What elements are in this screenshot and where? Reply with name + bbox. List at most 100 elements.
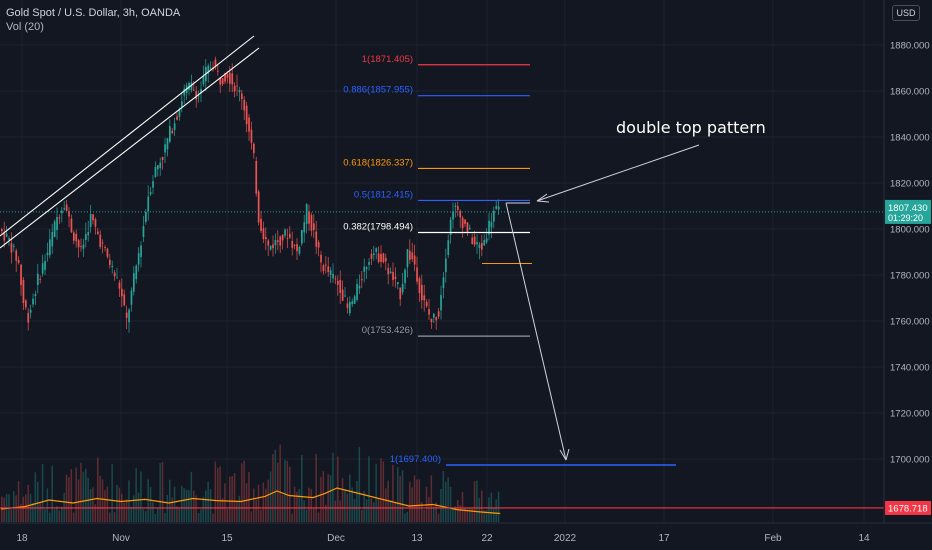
candle xyxy=(128,307,130,333)
volume-bar xyxy=(135,468,137,522)
candle xyxy=(65,199,68,212)
volume-bar xyxy=(466,508,469,522)
volume-bar xyxy=(3,497,5,522)
volume-bar xyxy=(380,458,382,522)
channel-line-lower[interactable] xyxy=(0,47,260,249)
volume-bar xyxy=(317,512,320,522)
candle xyxy=(404,267,406,290)
candle xyxy=(51,223,54,254)
candle xyxy=(411,242,414,263)
time-tick-label: 15 xyxy=(221,533,233,544)
volume-ma-line xyxy=(0,487,501,515)
volume-bar xyxy=(145,511,147,522)
candle xyxy=(495,200,498,211)
volume-bar xyxy=(421,501,423,522)
volume-bar xyxy=(130,506,133,522)
candle xyxy=(101,239,104,254)
candle xyxy=(233,82,236,98)
red-line-value: 1678.718 xyxy=(888,503,928,514)
volume-bar xyxy=(495,499,497,522)
time-axis[interactable]: 18 Nov 15 Dec 13 22 2022 17 Feb 14 xyxy=(0,522,932,550)
candle xyxy=(89,205,92,233)
candle xyxy=(397,281,399,290)
candle xyxy=(387,263,390,285)
volume-bar xyxy=(325,504,327,522)
candle xyxy=(461,215,464,238)
candle xyxy=(289,226,291,239)
currency-button[interactable]: USD xyxy=(892,5,920,21)
time-axis-bg xyxy=(0,523,932,550)
candle xyxy=(154,161,157,178)
candle xyxy=(159,157,162,176)
trend-channel[interactable] xyxy=(0,35,260,249)
volume-bar xyxy=(452,508,454,522)
volume-bar xyxy=(490,492,493,522)
candle xyxy=(149,186,152,196)
annotation-arrows[interactable] xyxy=(505,144,700,461)
volume-bar xyxy=(382,461,385,522)
volume-bar xyxy=(236,501,238,522)
candle xyxy=(322,263,325,275)
time-tick-label: 14 xyxy=(858,533,870,544)
time-tick-label: 2022 xyxy=(554,533,577,544)
volume-bar xyxy=(476,480,478,522)
candle xyxy=(118,279,121,298)
candle xyxy=(279,235,282,253)
projection-arrow[interactable] xyxy=(505,202,567,461)
volume-bar xyxy=(190,471,193,522)
candle xyxy=(152,175,154,195)
volume-bar xyxy=(77,479,80,522)
volume-bar xyxy=(361,509,363,522)
volume-bar xyxy=(125,499,128,522)
volume-bar xyxy=(82,471,85,522)
candle xyxy=(111,260,114,274)
candle xyxy=(471,233,474,245)
volume-bar xyxy=(329,475,332,522)
candle xyxy=(334,275,337,285)
price-axis[interactable]: 1880.000 1860.000 1840.000 1820.000 1800.000… xyxy=(883,0,932,550)
volume-bar xyxy=(411,487,413,522)
volume-bar xyxy=(233,473,236,522)
volume-bar xyxy=(291,513,293,522)
volume-indicator-label: Vol (20) xyxy=(6,21,44,33)
volume-bar xyxy=(301,455,303,522)
candle xyxy=(226,71,229,84)
volume-bar xyxy=(231,476,233,522)
volume-bar xyxy=(221,497,224,522)
candle xyxy=(56,207,58,240)
volume-bar xyxy=(183,488,185,522)
candle xyxy=(488,213,490,241)
volume-bar xyxy=(257,484,260,522)
candle xyxy=(459,209,462,228)
volume-bar xyxy=(428,496,430,522)
candle xyxy=(25,298,27,310)
candle xyxy=(49,229,51,259)
candle xyxy=(406,249,409,278)
volume-bar xyxy=(320,476,322,522)
annotation-arrow[interactable] xyxy=(536,144,700,202)
candle xyxy=(349,296,351,317)
volume-bar xyxy=(157,508,159,522)
channel-line-upper[interactable] xyxy=(0,35,255,237)
volume-bar xyxy=(229,476,231,522)
candle xyxy=(442,271,445,299)
fib-projection[interactable]: 1(1697.400) xyxy=(390,454,676,466)
volume-bar xyxy=(10,509,13,522)
candle xyxy=(452,202,454,229)
fib-retracement[interactable]: 1(1871.405) 0.886(1857.955) 0.618(1826.337… xyxy=(343,54,530,337)
volume-bar xyxy=(401,470,404,522)
volume-bar xyxy=(260,509,262,522)
volume-bar xyxy=(202,496,205,522)
candle xyxy=(325,256,327,274)
candle xyxy=(315,220,318,254)
candle xyxy=(68,207,70,228)
volume-bar xyxy=(267,479,269,522)
candle xyxy=(363,258,366,283)
volume-bar xyxy=(274,449,277,522)
fib-level-label: 1(1871.405) xyxy=(362,54,413,65)
candle xyxy=(193,80,195,91)
candle xyxy=(272,235,274,257)
volume-bar xyxy=(310,488,313,522)
candle xyxy=(346,297,349,314)
